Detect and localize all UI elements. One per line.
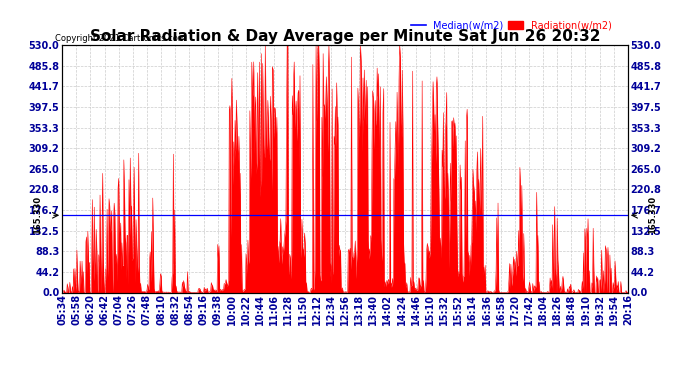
Text: Copyright 2021 Cartronics.com: Copyright 2021 Cartronics.com <box>55 34 186 43</box>
Text: 165.330: 165.330 <box>649 196 658 234</box>
Title: Solar Radiation & Day Average per Minute Sat Jun 26 20:32: Solar Radiation & Day Average per Minute… <box>90 29 600 44</box>
Text: 165.330: 165.330 <box>32 196 41 234</box>
Legend: Median(w/m2), Radiation(w/m2): Median(w/m2), Radiation(w/m2) <box>411 20 612 30</box>
